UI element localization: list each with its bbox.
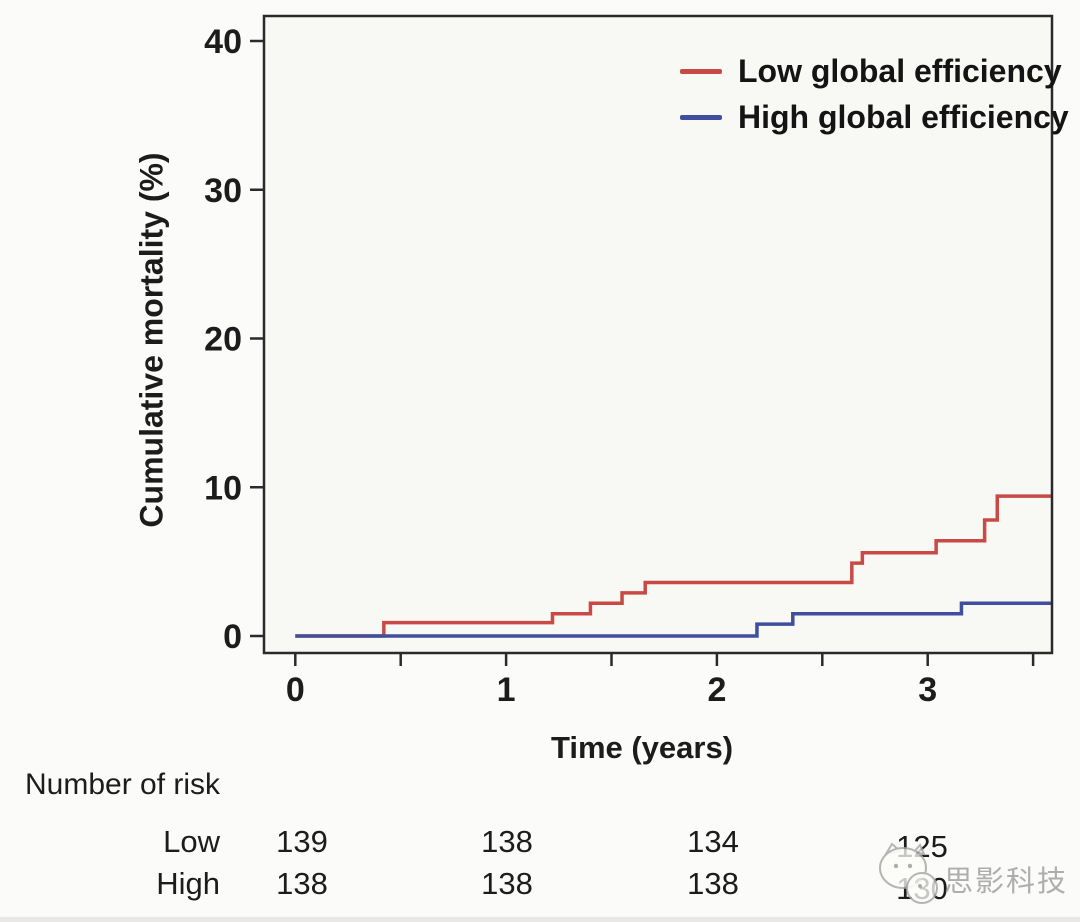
- legend-label-high: High global efficiency: [738, 98, 1069, 135]
- risk-table-title: Number of risk: [25, 768, 221, 801]
- y-tick-label: 20: [204, 321, 242, 359]
- risk-value: 134: [687, 824, 739, 859]
- x-tick-label: 2: [707, 671, 726, 709]
- risk-value: 138: [276, 866, 328, 901]
- risk-value: 139: [276, 824, 328, 859]
- plot-border: [262, 14, 1054, 655]
- x-axis-title: Time (years): [550, 730, 734, 765]
- risk-value: 138: [481, 866, 533, 901]
- x-tick-label: 1: [497, 671, 516, 709]
- low-series-swatch: [680, 68, 722, 74]
- risk-row-low: Low 139 138 134 125: [0, 824, 1080, 864]
- y-tick-label: 10: [204, 469, 242, 507]
- plot-area: [264, 16, 1052, 653]
- risk-row-label: High: [156, 866, 220, 901]
- watermark-cat-logo-icon: [879, 842, 938, 904]
- risk-value: 138: [481, 824, 533, 859]
- watermark: 思影科技: [876, 842, 1076, 908]
- x-tick-label: 0: [286, 671, 305, 709]
- watermark-text: 思影科技: [944, 866, 1069, 898]
- y-tick-label: 40: [204, 23, 242, 61]
- low-efficiency-curve: [295, 494, 1053, 638]
- risk-value: 138: [687, 866, 739, 901]
- risk-row-label: Low: [163, 824, 220, 859]
- x-tick-label: 3: [918, 671, 937, 709]
- high-efficiency-curve: [295, 601, 1053, 638]
- legend-label-low: Low global efficiency: [738, 52, 1062, 89]
- legend-entry-high: High global efficiency: [680, 94, 1069, 140]
- y-tick-label: 30: [204, 172, 242, 210]
- high-series-swatch: [680, 114, 722, 120]
- y-axis-title: Cumulative mortality (%): [133, 152, 170, 528]
- legend: Low global efficiency High global effici…: [680, 48, 1069, 140]
- bottom-edge-strip: [0, 917, 1080, 922]
- y-tick-label: 0: [223, 618, 242, 656]
- legend-entry-low: Low global efficiency: [680, 48, 1069, 94]
